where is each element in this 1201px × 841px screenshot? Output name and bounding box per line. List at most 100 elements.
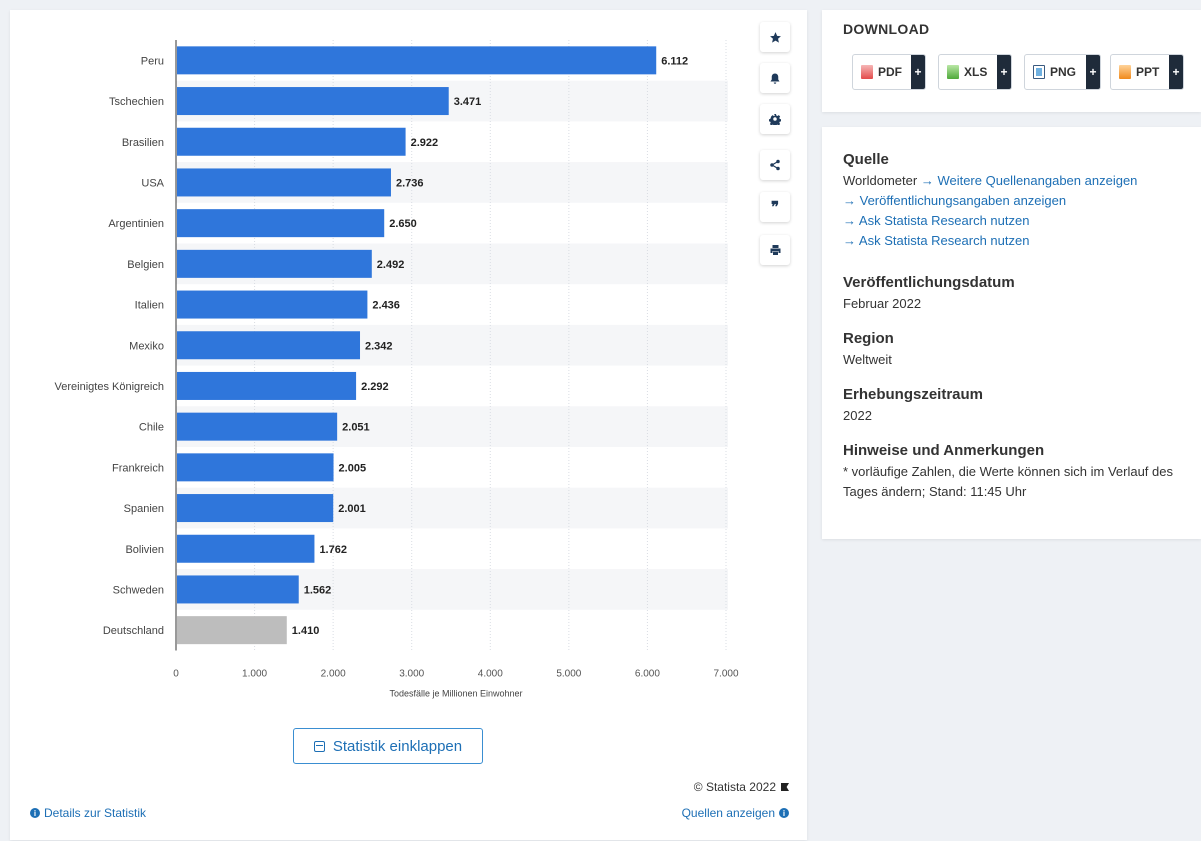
ask-research-link-2[interactable]: Ask Statista Research nutzen bbox=[858, 233, 1030, 248]
download-png-label: PNG bbox=[1050, 65, 1077, 79]
category-label: USA bbox=[141, 177, 164, 189]
collapse-statistic-button[interactable]: Statistik einklappen bbox=[293, 728, 483, 764]
bar bbox=[177, 494, 334, 523]
info-icon: i bbox=[30, 808, 40, 818]
publication-date-heading: Veröffentlichungsdatum bbox=[843, 274, 1015, 291]
value-label: 1.762 bbox=[319, 544, 347, 556]
value-label: 1.562 bbox=[304, 584, 332, 596]
flag-icon[interactable] bbox=[781, 783, 789, 791]
value-label: 2.051 bbox=[342, 422, 370, 434]
notes-section: Hinweise und Anmerkungen * vorläufige Za… bbox=[843, 442, 1193, 502]
x-tick-label: 0 bbox=[173, 669, 179, 680]
x-tick-label: 6.000 bbox=[635, 669, 660, 680]
ask-research-link[interactable]: Ask Statista Research nutzen bbox=[858, 213, 1030, 228]
chart-card: Peru 6.112 Tschechien 3.471 Brasilien 2.922 US… bbox=[10, 10, 807, 840]
value-label: 2.436 bbox=[372, 300, 400, 312]
details-link[interactable]: i Details zur Statistik bbox=[30, 806, 146, 820]
bar bbox=[177, 87, 449, 116]
share-button[interactable] bbox=[760, 150, 790, 180]
details-link-label: Details zur Statistik bbox=[44, 806, 147, 820]
x-tick-label: 4.000 bbox=[478, 669, 503, 680]
x-tick-label: 2.000 bbox=[321, 669, 346, 680]
category-label: Mexiko bbox=[129, 340, 164, 352]
quote-icon: ❞ bbox=[770, 197, 780, 216]
arrow-right-icon: → bbox=[843, 233, 856, 248]
bar bbox=[177, 575, 299, 604]
category-label: Deutschland bbox=[103, 625, 164, 637]
star-icon bbox=[769, 31, 781, 43]
bar bbox=[177, 371, 357, 400]
arrow-right-icon: → bbox=[843, 193, 856, 208]
more-sources-link[interactable]: Weitere Quellenangaben anzeigen bbox=[937, 173, 1138, 188]
category-label: Schweden bbox=[113, 584, 164, 596]
region-heading: Region bbox=[843, 330, 894, 347]
x-tick-label: 1.000 bbox=[242, 669, 267, 680]
bar bbox=[177, 534, 315, 563]
value-label: 2.492 bbox=[377, 259, 405, 271]
survey-period-value: 2022 bbox=[843, 408, 872, 423]
category-label: Bolivien bbox=[125, 544, 164, 556]
publication-date-value: Februar 2022 bbox=[843, 296, 922, 311]
xls-icon bbox=[947, 65, 959, 79]
arrow-right-icon: → bbox=[843, 213, 856, 228]
value-label: 2.922 bbox=[411, 137, 439, 149]
print-button[interactable] bbox=[760, 235, 790, 265]
download-card: DOWNLOAD PDF + XLS + PNG + PPT + bbox=[822, 10, 1201, 112]
category-label: Spanien bbox=[124, 503, 164, 515]
bar bbox=[177, 168, 391, 197]
png-icon bbox=[1033, 65, 1045, 79]
category-label: Peru bbox=[141, 55, 164, 67]
category-label: Chile bbox=[139, 422, 164, 434]
publication-date-section: Veröffentlichungsdatum Februar 2022 bbox=[843, 274, 1015, 314]
bar bbox=[177, 209, 385, 238]
bar bbox=[177, 453, 334, 482]
x-axis-label: Todesfälle je Millionen Einwohner bbox=[389, 689, 522, 699]
category-label: Italien bbox=[135, 300, 164, 312]
source-section: Quelle Worldometer → Weitere Quellenanga… bbox=[843, 151, 1188, 251]
value-label: 1.410 bbox=[292, 625, 320, 637]
download-pdf-label: PDF bbox=[878, 65, 902, 79]
region-value: Weltweit bbox=[843, 352, 892, 367]
x-tick-label: 5.000 bbox=[556, 669, 581, 680]
notification-button[interactable] bbox=[760, 63, 790, 93]
download-pdf-button[interactable]: PDF + bbox=[852, 54, 926, 90]
download-xls-button[interactable]: XLS + bbox=[938, 54, 1012, 90]
bar bbox=[177, 127, 406, 156]
plus-icon: + bbox=[1169, 55, 1183, 89]
value-label: 2.292 bbox=[361, 381, 389, 393]
survey-period-section: Erhebungszeitraum 2022 bbox=[843, 386, 983, 426]
source-name: Worldometer bbox=[843, 173, 918, 188]
favorite-button[interactable] bbox=[760, 22, 790, 52]
bar bbox=[177, 331, 361, 360]
share-icon bbox=[770, 159, 780, 171]
sources-link[interactable]: Quellen anzeigen i bbox=[682, 806, 789, 820]
value-label: 2.650 bbox=[389, 218, 417, 230]
arrow-right-icon: → bbox=[920, 173, 934, 188]
download-ppt-button[interactable]: PPT + bbox=[1110, 54, 1184, 90]
value-label: 3.471 bbox=[454, 96, 482, 108]
survey-period-heading: Erhebungszeitraum bbox=[843, 386, 984, 403]
value-label: 6.112 bbox=[661, 55, 688, 67]
category-label: Brasilien bbox=[122, 137, 164, 149]
download-ppt-label: PPT bbox=[1136, 65, 1160, 79]
plus-icon: + bbox=[911, 55, 925, 89]
value-label: 2.001 bbox=[338, 503, 366, 515]
category-label: Belgien bbox=[127, 259, 164, 271]
source-heading: Quelle bbox=[843, 151, 889, 168]
settings-button[interactable] bbox=[760, 104, 790, 134]
info-icon: i bbox=[779, 808, 789, 818]
sources-link-label: Quellen anzeigen bbox=[681, 806, 775, 820]
category-label: Argentinien bbox=[108, 218, 164, 230]
category-label: Frankreich bbox=[112, 462, 164, 474]
x-tick-label: 3.000 bbox=[399, 669, 424, 680]
value-label: 2.005 bbox=[339, 462, 367, 474]
cite-button[interactable]: ❞ bbox=[760, 192, 790, 222]
bar bbox=[177, 412, 338, 441]
category-label: Vereinigtes Königreich bbox=[55, 381, 164, 393]
publication-details-link[interactable]: Veröffentlichungsangaben anzeigen bbox=[859, 193, 1067, 208]
plus-icon: + bbox=[1086, 55, 1100, 89]
download-png-button[interactable]: PNG + bbox=[1024, 54, 1101, 90]
ppt-icon bbox=[1119, 65, 1131, 79]
bar-chart: Peru 6.112 Tschechien 3.471 Brasilien 2.922 US… bbox=[55, 40, 739, 699]
collapse-statistic-label: Statistik einklappen bbox=[332, 737, 463, 755]
